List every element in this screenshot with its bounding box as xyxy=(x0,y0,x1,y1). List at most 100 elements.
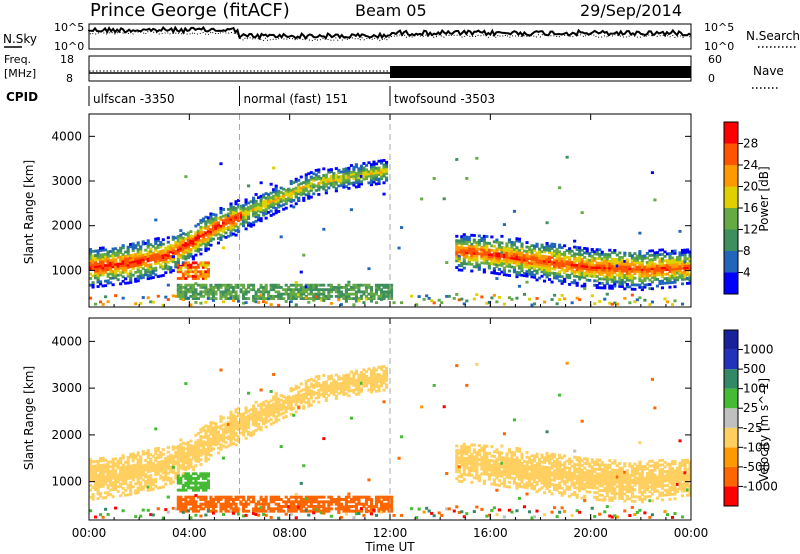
velocity-cell xyxy=(151,455,155,458)
power-cell xyxy=(327,288,331,292)
velocity-cell xyxy=(475,455,479,459)
velocity-cell xyxy=(101,473,105,477)
velocity-cell xyxy=(174,476,178,480)
velocity-cell xyxy=(231,509,236,513)
power-cell xyxy=(520,244,524,248)
velocity-cell xyxy=(191,488,195,492)
velocity-cell xyxy=(234,408,238,412)
power-speckle xyxy=(194,282,198,286)
velocity-cell xyxy=(119,461,123,465)
power-cell xyxy=(199,270,203,274)
velocity-cell xyxy=(347,380,351,384)
power-cell xyxy=(515,255,519,259)
velocity-cell xyxy=(372,371,376,375)
power-cell xyxy=(643,279,647,282)
power-cell xyxy=(505,262,509,266)
power-cell xyxy=(568,258,572,262)
velocity-cell xyxy=(159,476,163,480)
power-cell xyxy=(349,175,353,179)
power-cell xyxy=(578,257,582,261)
power-cell xyxy=(640,256,644,260)
power-cell xyxy=(532,249,537,252)
power-cell xyxy=(101,246,105,250)
velocity-cell xyxy=(254,400,258,404)
velocity-cell xyxy=(136,463,140,466)
velocity-cell xyxy=(149,474,153,478)
power-cell xyxy=(109,259,113,262)
power-cell xyxy=(116,269,120,273)
power-cell xyxy=(377,286,381,289)
power-cell xyxy=(344,174,348,177)
power-cell xyxy=(558,263,562,267)
power-cell xyxy=(267,206,271,210)
velocity-cell xyxy=(274,495,278,499)
power-cell xyxy=(537,258,542,262)
power-cell xyxy=(209,286,213,289)
power-cell xyxy=(186,270,190,274)
velocity-cell xyxy=(119,470,123,474)
velocity-cell xyxy=(462,477,466,481)
power-cell xyxy=(553,249,557,253)
power-cell xyxy=(264,205,268,209)
power-cell xyxy=(665,277,670,280)
power-cell xyxy=(234,206,238,210)
power-cell xyxy=(201,226,205,230)
velocity-cell xyxy=(362,380,366,383)
power-cell xyxy=(525,274,529,278)
velocity-cell xyxy=(297,395,301,399)
power-cell xyxy=(277,189,281,193)
power-cell xyxy=(216,223,221,227)
power-cell xyxy=(96,269,100,273)
velocity-cell xyxy=(257,404,261,407)
power-cell xyxy=(390,283,394,287)
velocity-cell xyxy=(179,447,183,451)
power-cell xyxy=(357,169,361,173)
velocity-cell xyxy=(374,498,379,501)
velocity-cell xyxy=(382,509,386,513)
power-cell xyxy=(515,250,519,254)
velocity-cell xyxy=(274,410,278,414)
power-cell xyxy=(226,219,231,223)
power-cell xyxy=(109,254,113,258)
power-cell xyxy=(199,272,203,276)
power-speckle xyxy=(166,283,170,287)
velocity-cell xyxy=(164,482,168,486)
velocity-cell xyxy=(252,507,256,511)
velocity-cell xyxy=(317,505,321,508)
velocity-cell xyxy=(354,385,358,389)
velocity-cell xyxy=(274,507,278,511)
power-cell xyxy=(136,250,140,254)
power-speckle xyxy=(415,303,419,307)
power-cell xyxy=(144,253,148,257)
power-cell xyxy=(530,259,534,263)
power-cell xyxy=(640,286,644,289)
velocity-cell xyxy=(196,476,200,480)
velocity-cell xyxy=(349,377,353,381)
velocity-cell xyxy=(101,456,105,460)
velocity-cell xyxy=(257,507,261,511)
power-cell xyxy=(575,248,579,252)
power-cell xyxy=(653,255,657,259)
velocity-cell xyxy=(242,428,246,432)
power-cell xyxy=(660,286,665,290)
velocity-cell xyxy=(467,473,471,477)
power-speckle xyxy=(151,300,155,304)
velocity-cell xyxy=(194,452,198,456)
power-cell xyxy=(89,263,93,267)
velocity-cell xyxy=(480,448,484,452)
velocity-cell xyxy=(101,459,105,462)
power-speckle xyxy=(400,301,404,305)
power-cell xyxy=(540,250,544,254)
velocity-cell xyxy=(480,467,484,471)
velocity-cell xyxy=(379,374,384,378)
velocity-cell xyxy=(106,477,110,481)
power-cell xyxy=(94,267,98,271)
velocity-cell xyxy=(139,474,143,478)
power-cell xyxy=(497,268,501,271)
power-cell xyxy=(527,261,532,265)
power-cell xyxy=(352,297,356,300)
power-cell xyxy=(618,255,622,259)
velocity-cell xyxy=(181,460,185,464)
velocity-speckle xyxy=(442,405,446,409)
power-cell xyxy=(548,249,552,252)
